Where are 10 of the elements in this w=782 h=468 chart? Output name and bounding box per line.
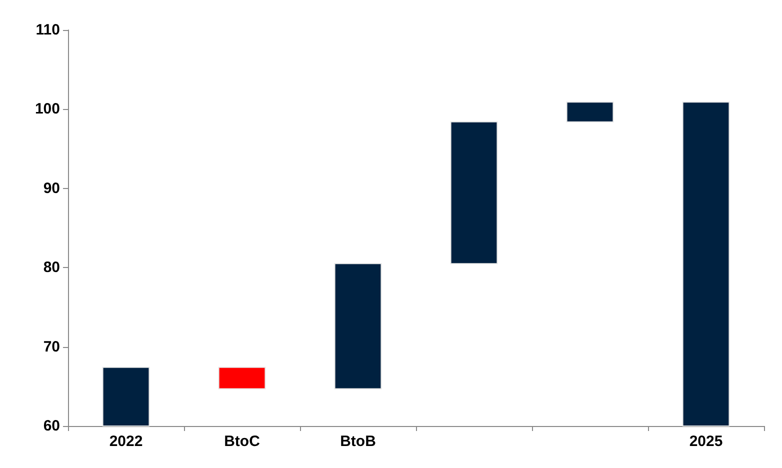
x-tick-label: 2022 bbox=[109, 433, 143, 450]
y-tick-label: 70 bbox=[43, 338, 60, 356]
x-tick-label: BtoC bbox=[224, 433, 260, 450]
y-tick-label: 110 bbox=[36, 22, 60, 38]
x-tick-label: BtoB bbox=[340, 433, 376, 450]
x-tick-label: 2025 bbox=[689, 433, 723, 450]
y-tick-label: 60 bbox=[43, 418, 60, 434]
y-tick-label: 100 bbox=[34, 100, 60, 118]
y-tick-label: 90 bbox=[43, 180, 60, 197]
y-tick-label: 80 bbox=[43, 259, 60, 276]
